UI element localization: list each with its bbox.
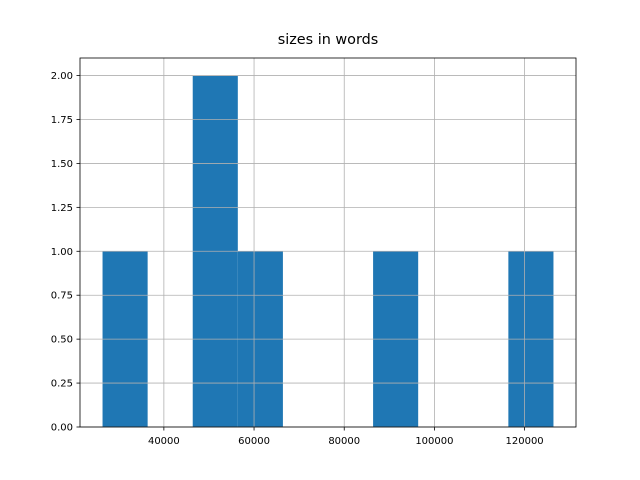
chart-title: sizes in words xyxy=(278,32,379,48)
x-tick-label: 80000 xyxy=(328,436,360,447)
y-tick-label: 0.00 xyxy=(51,423,73,434)
x-tick-label: 60000 xyxy=(238,436,270,447)
plot-frame xyxy=(79,57,577,428)
y-tick-label: 0.50 xyxy=(51,335,73,346)
x-tick-label: 100000 xyxy=(415,436,453,447)
y-tick-label: 1.75 xyxy=(51,115,73,126)
y-tick-label: 1.50 xyxy=(51,159,73,170)
y-tick-label: 0.75 xyxy=(51,291,73,302)
x-tick-label: 120000 xyxy=(506,436,544,447)
y-tick-label: 2.00 xyxy=(51,71,73,82)
y-tick-label: 0.25 xyxy=(51,379,73,390)
y-tick-label: 1.25 xyxy=(51,203,73,214)
x-tick-label: 40000 xyxy=(148,436,180,447)
y-tick-label: 1.00 xyxy=(51,247,73,258)
